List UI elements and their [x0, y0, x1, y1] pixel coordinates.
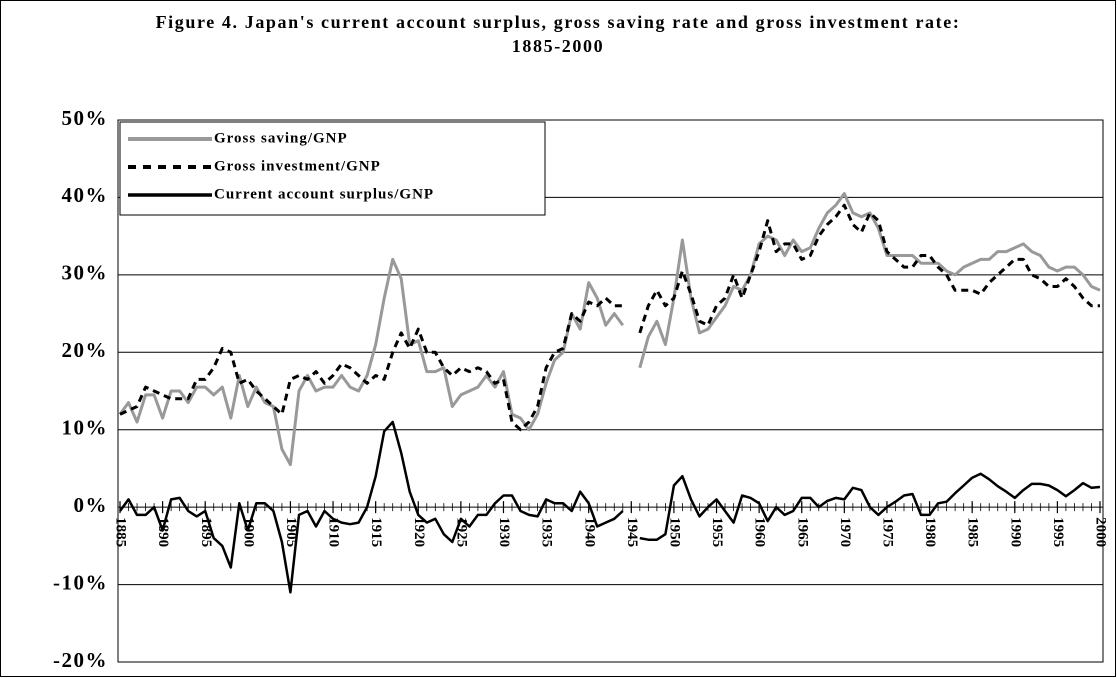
y-tick-label: -20% [53, 648, 108, 672]
x-tick-label: 1985 [965, 517, 981, 547]
y-tick-label: 20% [62, 338, 109, 362]
x-tick-label: 1990 [1007, 517, 1023, 547]
x-tick-label: 1920 [411, 517, 427, 547]
x-tick-label: 1970 [837, 517, 853, 547]
y-tick-label: -10% [53, 570, 108, 594]
x-tick-label: 1980 [922, 517, 938, 547]
series-line [118, 420, 1101, 594]
x-tick-label: 1965 [794, 517, 810, 547]
x-tick-label: 1995 [1050, 517, 1066, 547]
y-tick-label: 50% [62, 106, 109, 130]
legend-label: Gross saving/GNP [214, 130, 348, 146]
x-tick-label: 1960 [752, 517, 768, 547]
series-line [118, 192, 1101, 467]
legend-label: Gross investment/GNP [214, 158, 381, 174]
x-tick-label: 2000 [1093, 517, 1109, 547]
x-tick-label: 1900 [240, 517, 256, 547]
x-tick-label: 1975 [880, 517, 896, 547]
x-tick-label: 1940 [581, 517, 597, 547]
y-tick-label: 0% [74, 493, 109, 517]
x-tick-label: 1890 [155, 517, 171, 547]
x-tick-label: 1915 [368, 517, 384, 547]
x-tick-label: 1955 [709, 517, 725, 547]
x-tick-label: 1885 [113, 517, 129, 547]
series-line [119, 203, 1100, 432]
x-tick-label: 1945 [624, 517, 640, 547]
chart-title: Figure 4. Japan's current account surplu… [155, 12, 961, 56]
y-tick-label: 40% [62, 183, 109, 207]
x-tick-label: 1935 [539, 517, 555, 547]
x-tick-label: 1930 [496, 517, 512, 547]
legend-label: Current account surplus/GNP [214, 186, 434, 202]
x-tick-label: 1910 [326, 517, 342, 547]
x-tick-label: 1950 [666, 517, 682, 547]
y-tick-label: 10% [62, 416, 109, 440]
y-tick-label: 30% [62, 261, 109, 285]
